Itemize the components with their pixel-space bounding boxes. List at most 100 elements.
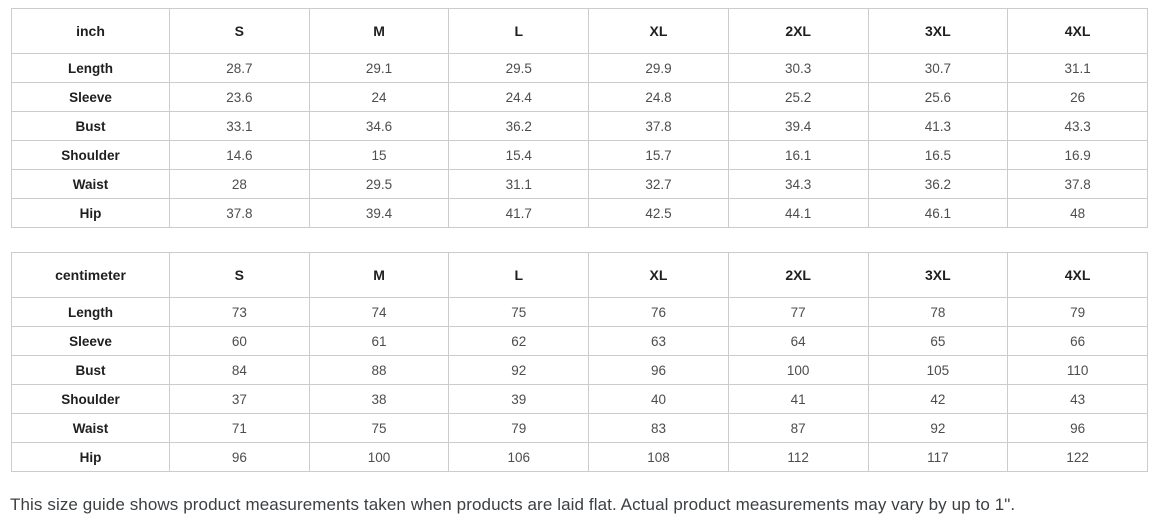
measurement-value-cell: 108 — [588, 442, 729, 472]
measurement-value-cell: 14.6 — [169, 140, 310, 170]
measurement-value-cell: 15.4 — [448, 140, 590, 170]
measurement-value-cell: 78 — [867, 297, 1009, 327]
measurement-value-cell: 44.1 — [727, 198, 869, 228]
measurement-value-cell: 110 — [1007, 355, 1148, 385]
measurement-row: Hip 37.8 39.4 41.7 42.5 44.1 46.1 48 — [11, 198, 1148, 228]
measurement-value-cell: 42.5 — [588, 198, 729, 228]
measurement-value-cell: 62 — [448, 326, 590, 356]
size-column-header: 3XL — [867, 252, 1009, 298]
measurement-value-cell: 71 — [169, 413, 310, 443]
measurement-value-cell: 31.1 — [1007, 53, 1148, 83]
measurement-value-cell: 77 — [727, 297, 869, 327]
measurement-value-cell: 39.4 — [727, 111, 869, 141]
measurement-value-cell: 37.8 — [1007, 169, 1148, 199]
size-table-inch: inch S M L XL 2XL 3XL 4XL Length 28.7 29.1 29.5 29.9… — [11, 8, 1148, 228]
measurement-label-cell: Bust — [11, 111, 170, 141]
size-table-header-row: inch S M L XL 2XL 3XL 4XL — [11, 8, 1148, 54]
measurement-value-cell: 60 — [169, 326, 310, 356]
measurement-value-cell: 75 — [448, 297, 590, 327]
measurement-value-cell: 29.1 — [308, 53, 450, 83]
size-column-header: 2XL — [727, 8, 869, 54]
measurement-value-cell: 84 — [169, 355, 310, 385]
measurement-value-cell: 23.6 — [169, 82, 310, 112]
measurement-label-cell: Bust — [11, 355, 170, 385]
measurement-row: Shoulder 37 38 39 40 41 42 43 — [11, 384, 1148, 414]
measurement-label-cell: Hip — [11, 198, 170, 228]
measurement-value-cell: 73 — [169, 297, 310, 327]
measurement-value-cell: 29.9 — [588, 53, 729, 83]
measurement-value-cell: 26 — [1007, 82, 1148, 112]
unit-header-cell: inch — [11, 8, 170, 54]
measurement-value-cell: 64 — [727, 326, 869, 356]
measurement-value-cell: 25.6 — [867, 82, 1009, 112]
measurement-value-cell: 75 — [308, 413, 450, 443]
measurement-value-cell: 112 — [727, 442, 869, 472]
size-column-header: 3XL — [867, 8, 1009, 54]
measurement-label-cell: Hip — [11, 442, 170, 472]
measurement-value-cell: 16.1 — [727, 140, 869, 170]
unit-header-cell: centimeter — [11, 252, 170, 298]
measurement-value-cell: 61 — [308, 326, 450, 356]
measurement-label-cell: Sleeve — [11, 82, 170, 112]
measurement-value-cell: 83 — [588, 413, 729, 443]
measurement-value-cell: 122 — [1007, 442, 1148, 472]
measurement-value-cell: 65 — [867, 326, 1009, 356]
size-table-centimeter: centimeter S M L XL 2XL 3XL 4XL Length 73 74 75 76 77… — [11, 252, 1148, 472]
measurement-value-cell: 96 — [1007, 413, 1148, 443]
size-guide-disclaimer: This size guide shows product measuremen… — [10, 495, 1016, 514]
measurement-row: Waist 71 75 79 83 87 92 96 — [11, 413, 1148, 443]
measurement-value-cell: 40 — [588, 384, 729, 414]
size-column-header: L — [448, 8, 590, 54]
measurement-value-cell: 37 — [169, 384, 310, 414]
measurement-value-cell: 29.5 — [448, 53, 590, 83]
measurement-label-cell: Sleeve — [11, 326, 170, 356]
measurement-label-cell: Shoulder — [11, 140, 170, 170]
measurement-label-cell: Shoulder — [11, 384, 170, 414]
measurement-value-cell: 96 — [588, 355, 729, 385]
measurement-value-cell: 37.8 — [169, 198, 310, 228]
measurement-value-cell: 42 — [867, 384, 1009, 414]
measurement-value-cell: 28.7 — [169, 53, 310, 83]
measurement-value-cell: 31.1 — [448, 169, 590, 199]
measurement-row: Length 28.7 29.1 29.5 29.9 30.3 30.7 31.1 — [11, 53, 1148, 83]
measurement-value-cell: 74 — [308, 297, 450, 327]
measurement-value-cell: 66 — [1007, 326, 1148, 356]
measurement-value-cell: 30.3 — [727, 53, 869, 83]
size-column-header: S — [169, 252, 310, 298]
measurement-value-cell: 15 — [308, 140, 450, 170]
measurement-value-cell: 43 — [1007, 384, 1148, 414]
measurement-value-cell: 41 — [727, 384, 869, 414]
measurement-value-cell: 41.3 — [867, 111, 1009, 141]
measurement-value-cell: 39 — [448, 384, 590, 414]
size-column-header: L — [448, 252, 590, 298]
measurement-value-cell: 48 — [1007, 198, 1148, 228]
size-column-header: 2XL — [727, 252, 869, 298]
measurement-value-cell: 39.4 — [308, 198, 450, 228]
measurement-label-cell: Length — [11, 297, 170, 327]
size-column-header: 4XL — [1007, 8, 1148, 54]
measurement-value-cell: 88 — [308, 355, 450, 385]
size-column-header: S — [169, 8, 310, 54]
measurement-value-cell: 79 — [1007, 297, 1148, 327]
measurement-value-cell: 87 — [727, 413, 869, 443]
size-column-header: M — [308, 8, 450, 54]
measurement-row: Hip 96 100 106 108 112 117 122 — [11, 442, 1148, 472]
measurement-label-cell: Waist — [11, 413, 170, 443]
measurement-value-cell: 33.1 — [169, 111, 310, 141]
measurement-value-cell: 16.9 — [1007, 140, 1148, 170]
measurement-value-cell: 92 — [867, 413, 1009, 443]
measurement-row: Sleeve 23.6 24 24.4 24.8 25.2 25.6 26 — [11, 82, 1148, 112]
size-table-header-row: centimeter S M L XL 2XL 3XL 4XL — [11, 252, 1148, 298]
size-column-header: XL — [588, 8, 729, 54]
measurement-value-cell: 15.7 — [588, 140, 729, 170]
measurement-value-cell: 79 — [448, 413, 590, 443]
measurement-value-cell: 30.7 — [867, 53, 1009, 83]
measurement-value-cell: 100 — [308, 442, 450, 472]
size-column-header: 4XL — [1007, 252, 1148, 298]
measurement-value-cell: 34.6 — [308, 111, 450, 141]
measurement-value-cell: 34.3 — [727, 169, 869, 199]
measurement-value-cell: 46.1 — [867, 198, 1009, 228]
measurement-row: Bust 84 88 92 96 100 105 110 — [11, 355, 1148, 385]
measurement-value-cell: 32.7 — [588, 169, 729, 199]
